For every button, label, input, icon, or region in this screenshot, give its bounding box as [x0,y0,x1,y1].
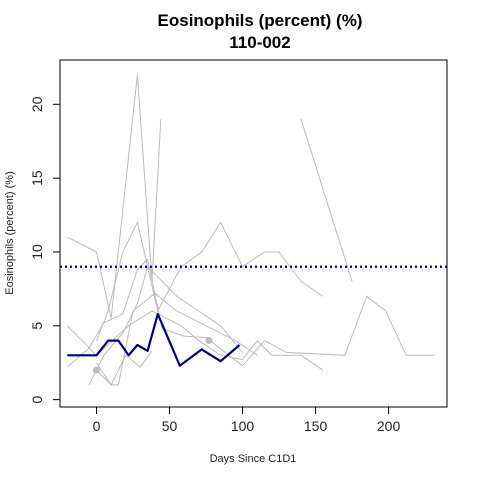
highlight-series-line [67,312,241,367]
x-tick-label: 150 [304,418,328,434]
background-series-line-8 [96,350,153,386]
y-tick-label: 15 [29,170,45,186]
y-tick-label: 5 [29,322,45,330]
chart-title: Eosinophils (percent) (%) [158,11,363,30]
y-tick-label: 20 [29,96,45,112]
y-axis: 0 5 10 15 20 [29,96,61,404]
x-tick-label: 50 [162,418,178,434]
points-group [93,337,213,374]
y-tick-label: 0 [29,396,45,404]
y-tick-label: 10 [29,244,45,260]
chart-subtitle: 110-002 [229,33,290,52]
x-tick-label: 0 [93,418,101,434]
background-series-line-2 [66,310,324,371]
background-series-line-3 [96,220,324,341]
x-axis-label: Days Since C1D1 [210,453,297,465]
background-series-line-7 [300,118,353,282]
x-tick-label: 100 [231,418,255,434]
x-tick-label: 200 [377,418,401,434]
background-series-line-5 [88,265,243,386]
background-series-line-6 [96,292,258,386]
plot-frame [59,59,448,408]
data-point-2 [205,337,213,345]
background-series-line-1 [67,74,162,319]
background-series-line-4 [66,258,436,368]
data-point-1 [93,366,101,374]
x-axis: 0 50 100 150 200 [93,406,401,434]
y-axis-label: Eosinophils (percent) (%) [4,171,16,295]
background-series-group [66,74,436,386]
